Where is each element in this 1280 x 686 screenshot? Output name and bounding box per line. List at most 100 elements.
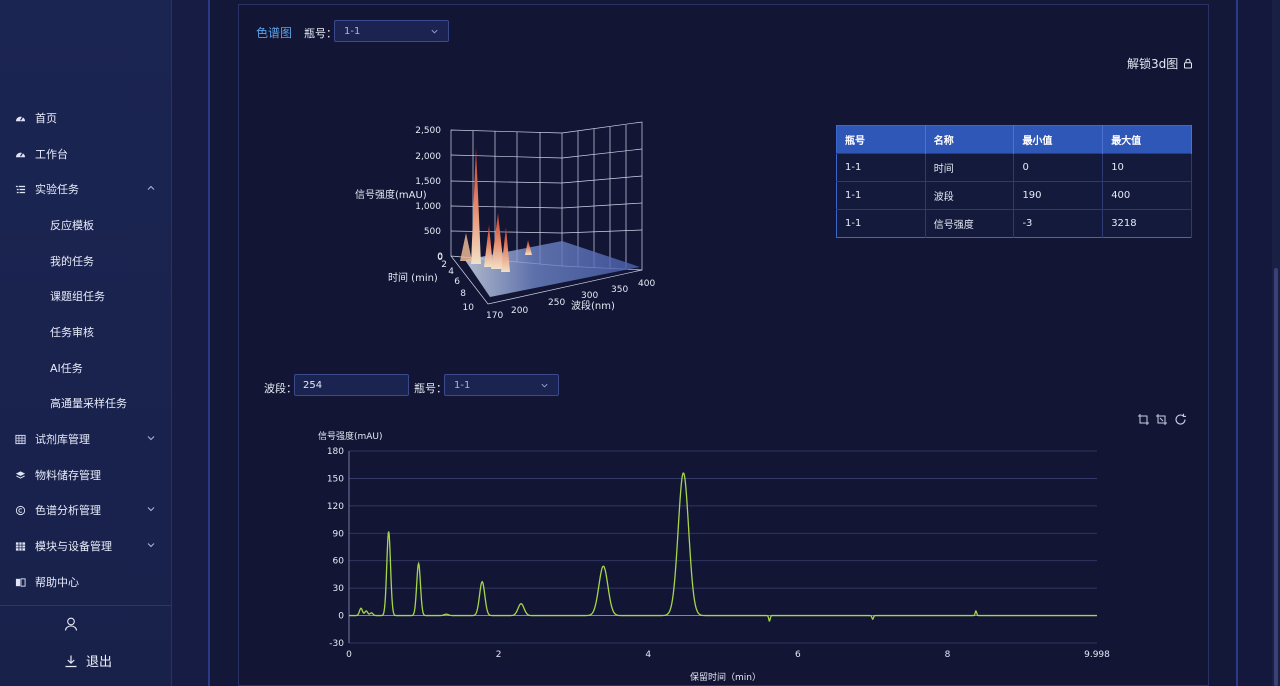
background-gap bbox=[172, 0, 208, 686]
table-cell: 3218 bbox=[1102, 209, 1192, 238]
chart-3d-z-ticks: 2,500 2,000 1,500 1,000 500 0 bbox=[415, 126, 443, 262]
logout-button[interactable]: 退出 bbox=[64, 651, 112, 670]
x-tick-label: 6 bbox=[795, 650, 801, 660]
table-header-cell: 最大值 bbox=[1102, 125, 1192, 154]
chevron-down-icon bbox=[540, 381, 549, 390]
sidebar-item-workbench[interactable]: 工作台 bbox=[0, 139, 172, 169]
sidebar-subitem-my-tasks[interactable]: 我的任务 bbox=[50, 255, 94, 268]
sidebar-subitem-high-throughput[interactable]: 高通量采样任务 bbox=[50, 397, 127, 410]
y-tick-label: 60 bbox=[333, 557, 345, 567]
chevron-down-icon bbox=[146, 540, 158, 552]
table-header-row: 瓶号 名称 最小值 最大值 bbox=[836, 125, 1192, 154]
chevron-up-icon bbox=[146, 183, 158, 195]
sidebar-item-label: 色谱分析管理 bbox=[35, 504, 101, 517]
range-table: 瓶号 名称 最小值 最大值 1-1 时间 0 10 1-1 波段 190 400… bbox=[836, 125, 1192, 238]
y-tick-label: 8 bbox=[460, 289, 466, 299]
y-axis-title: 时间 (min) bbox=[388, 271, 438, 284]
sidebar-item-experiment-tasks[interactable]: 实验任务 bbox=[0, 174, 172, 204]
sidebar-subitem-group-tasks[interactable]: 课题组任务 bbox=[50, 290, 105, 303]
y-axis-title: 信号强度(mAU) bbox=[318, 430, 383, 442]
sidebar-item-chromatography[interactable]: 色谱分析管理 bbox=[0, 495, 172, 525]
table-cell: -3 bbox=[1013, 209, 1104, 238]
sidebar-item-label: 实验任务 bbox=[35, 183, 79, 196]
download-icon bbox=[65, 655, 77, 667]
y-tick-label: 120 bbox=[327, 502, 344, 512]
bottle-label: 瓶号： bbox=[304, 27, 337, 40]
lock-icon bbox=[1184, 58, 1193, 69]
table-cell: 1-1 bbox=[836, 181, 926, 210]
sidebar-item-label: 试剂库管理 bbox=[35, 433, 90, 446]
zoom-select-icon[interactable] bbox=[1137, 413, 1150, 426]
z-tick-label: 2,000 bbox=[415, 152, 441, 162]
sidebar-item-label: 帮助中心 bbox=[35, 576, 79, 589]
x-tick-label: 200 bbox=[511, 306, 528, 316]
sidebar-subitem-reaction-template[interactable]: 反应模板 bbox=[50, 219, 94, 232]
chart-3d-y-ticks: 0 2 4 6 8 10 bbox=[437, 253, 474, 313]
z-axis-title: 信号强度(mAU) bbox=[355, 188, 427, 201]
bottle-select-2-value: 1-1 bbox=[454, 379, 471, 391]
z-tick-label: 1,000 bbox=[415, 202, 441, 212]
unlock-3d-button[interactable]: 解锁3d图 bbox=[1127, 55, 1193, 72]
x-tick-label: 9.998 bbox=[1084, 650, 1110, 660]
scrollbar-thumb[interactable] bbox=[1274, 268, 1278, 686]
z-tick-label: 1,500 bbox=[415, 177, 441, 187]
x-tick-label: 300 bbox=[581, 291, 598, 301]
sidebar-item-modules-devices[interactable]: 模块与设备管理 bbox=[0, 531, 172, 561]
bottle-label-2: 瓶号： bbox=[414, 382, 447, 395]
table-header-cell: 最小值 bbox=[1013, 125, 1104, 154]
x-tick-label: 0 bbox=[346, 650, 352, 660]
chart-3d-surface bbox=[465, 241, 640, 297]
chevron-down-icon bbox=[146, 433, 158, 445]
wavelength-input[interactable]: 254 bbox=[294, 374, 409, 396]
x-axis-title: 保留时间（min） bbox=[690, 671, 761, 683]
table-row: 1-1 时间 0 10 bbox=[836, 153, 1192, 182]
table-icon bbox=[14, 540, 26, 552]
dashboard-icon bbox=[14, 148, 26, 160]
x-tick-label: 170 bbox=[486, 311, 503, 321]
y-tick-label: 10 bbox=[463, 303, 475, 313]
bottle-select[interactable]: 1-1 bbox=[334, 20, 449, 42]
sidebar-subitem-task-review[interactable]: 任务审核 bbox=[50, 326, 94, 339]
y-tick-label: 30 bbox=[333, 584, 345, 594]
chart-3d[interactable]: 2,500 2,000 1,500 1,000 500 0 信号强度(mAU) … bbox=[350, 115, 670, 325]
chevron-down-icon bbox=[430, 27, 439, 36]
y-tick-label: 0 bbox=[338, 612, 344, 622]
sidebar-item-material-storage[interactable]: 物料储存管理 bbox=[0, 460, 172, 490]
user-icon[interactable] bbox=[63, 616, 79, 632]
x-tick-label: 8 bbox=[945, 650, 951, 660]
chart-y-ticks: 180 150 120 90 60 30 0 -30 bbox=[327, 447, 344, 649]
zoom-reset-icon[interactable] bbox=[1155, 413, 1168, 426]
bottle-select-2[interactable]: 1-1 bbox=[444, 374, 559, 396]
sidebar-item-label: 首页 bbox=[35, 112, 57, 125]
z-tick-label: 0 bbox=[437, 252, 443, 262]
z-tick-label: 500 bbox=[424, 227, 441, 237]
chart-x-ticks: 0 2 4 6 8 9.998 bbox=[346, 650, 1110, 660]
dashboard-icon bbox=[14, 112, 26, 124]
y-tick-label: 6 bbox=[454, 277, 460, 287]
table-header-cell: 瓶号 bbox=[836, 125, 926, 154]
table-cell: 1-1 bbox=[836, 153, 926, 182]
table-cell: 波段 bbox=[925, 181, 1015, 210]
x-axis-title: 波段(nm) bbox=[571, 299, 615, 312]
refresh-icon[interactable] bbox=[1174, 413, 1187, 426]
chart-grid bbox=[348, 450, 1097, 644]
wavelength-label: 波段： bbox=[264, 382, 297, 395]
sidebar-item-reagent-library[interactable]: 试剂库管理 bbox=[0, 424, 172, 454]
sidebar-item-home[interactable]: 首页 bbox=[0, 103, 172, 133]
copyright-icon bbox=[14, 504, 26, 516]
x-tick-label: 2 bbox=[496, 650, 502, 660]
y-tick-label: 180 bbox=[327, 447, 344, 457]
sidebar-item-help-center[interactable]: 帮助中心 bbox=[0, 567, 172, 597]
table-cell: 10 bbox=[1102, 153, 1192, 182]
series-line bbox=[349, 472, 1097, 622]
x-tick-label: 250 bbox=[548, 298, 565, 308]
sidebar-subitem-ai-tasks[interactable]: AI任务 bbox=[50, 362, 83, 375]
table-cell: 190 bbox=[1013, 181, 1104, 210]
sidebar-item-label: 物料储存管理 bbox=[35, 469, 101, 482]
x-tick-label: 350 bbox=[611, 285, 628, 295]
table-row: 1-1 波段 190 400 bbox=[836, 181, 1192, 210]
bottle-select-value: 1-1 bbox=[344, 25, 361, 37]
logout-label: 退出 bbox=[86, 655, 113, 670]
y-tick-label: 0 bbox=[437, 253, 443, 263]
